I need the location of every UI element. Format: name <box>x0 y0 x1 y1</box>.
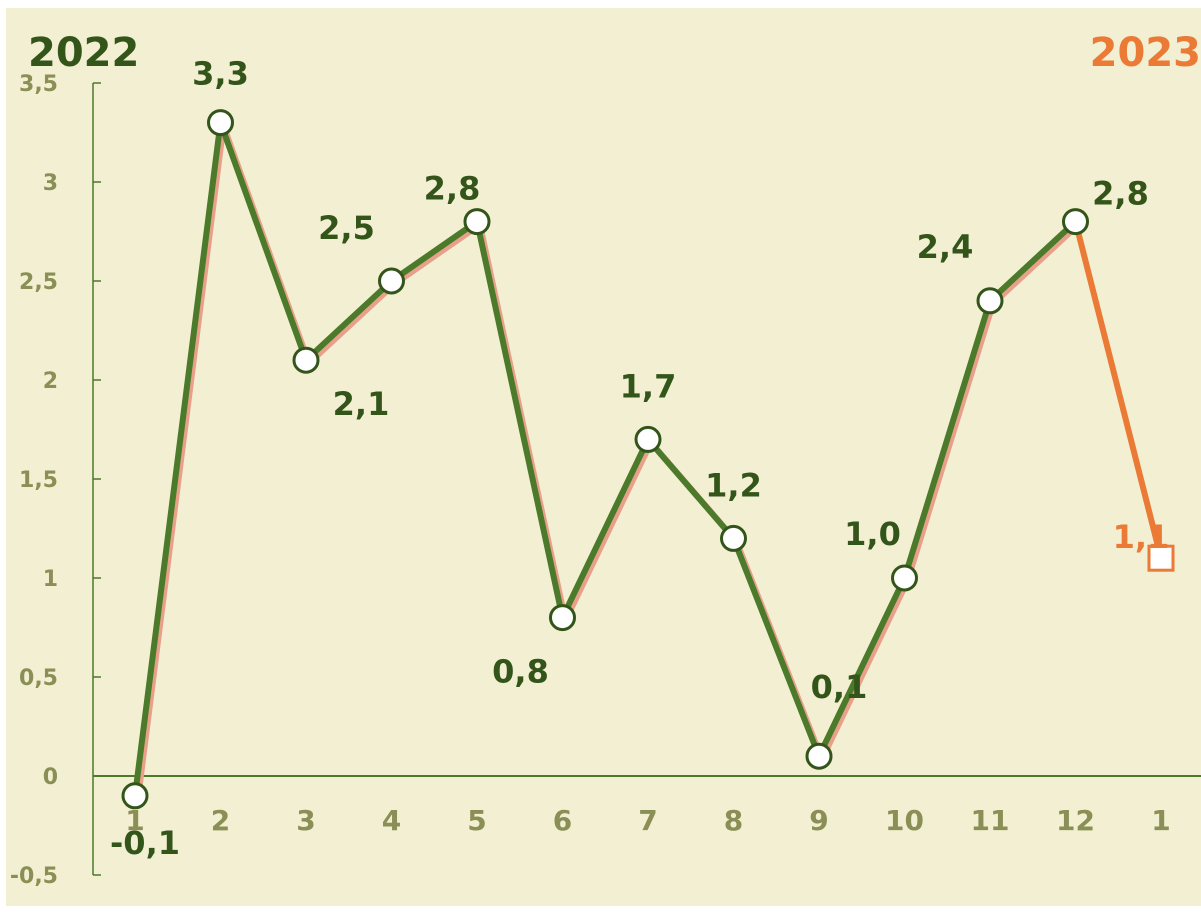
data-point-marker <box>121 782 149 810</box>
year-label-2022: 2022 <box>28 30 139 76</box>
x-tick-label: 2 <box>211 804 230 837</box>
data-point-marker <box>207 109 234 137</box>
y-tick-label: 3,5 <box>19 72 58 97</box>
data-label: 1,0 <box>844 515 901 553</box>
year-label-2023: 2023 <box>1090 30 1201 76</box>
x-tick-label: 11 <box>971 804 1010 837</box>
data-label: 3,3 <box>192 55 249 93</box>
x-tick-label: 10 <box>885 804 924 837</box>
data-point-marker <box>891 564 918 592</box>
data-label: -0,1 <box>110 824 180 862</box>
data-label: 2,4 <box>917 228 974 266</box>
data-point-marker <box>634 425 662 453</box>
data-labels: -0,1 3,3 2,1 2,5 2,8 0,8 1,7 1,2 0,1 1,0 2,4 2,8 1,1 <box>110 55 1169 862</box>
x-tick-label: 3 <box>296 804 315 837</box>
chart-area: 2022 2023 3,5 3 2,5 2 1,5 1 0,5 0 -0,5 1 2 3 4 5 6 7 8 9 1… <box>6 8 1201 906</box>
data-point-marker <box>378 267 405 295</box>
data-markers <box>121 109 1175 810</box>
y-tick-label: 2,5 <box>19 270 58 295</box>
x-tick-label: 1 <box>125 804 144 837</box>
y-tick-label: 1,5 <box>19 468 58 493</box>
y-tick-label: 3 <box>43 171 58 196</box>
data-label-2023: 1,1 <box>1113 518 1170 556</box>
x-tick-label: 9 <box>809 804 828 837</box>
data-point-marker <box>549 604 576 632</box>
series-2022-line <box>132 119 1078 797</box>
data-label: 2,8 <box>1092 175 1149 213</box>
line-chart: 2022 2023 3,532,521,510,50-0,51 2 3 4 5 6 7 8 9 1… <box>10 30 1201 889</box>
data-point-marker <box>720 524 747 552</box>
series-lines <box>132 119 1164 800</box>
x-tick-label: 7 <box>638 804 657 837</box>
data-label: 0,1 <box>811 668 868 706</box>
data-label: 2,1 <box>333 385 390 423</box>
x-tick-label: 1 <box>1151 804 1170 837</box>
data-label: 1,7 <box>620 367 677 405</box>
y-tick-label: -0,5 <box>10 864 58 889</box>
drop-lines <box>132 122 1164 796</box>
data-point-marker-2023 <box>1147 544 1175 572</box>
data-label: 2,8 <box>424 170 481 208</box>
x-tick-label: 4 <box>382 804 401 837</box>
data-point-marker <box>976 287 1004 315</box>
data-point-marker <box>463 208 491 236</box>
x-tick-label: 5 <box>467 804 486 837</box>
data-point-marker <box>1062 208 1089 236</box>
series-2023-line <box>1072 220 1164 559</box>
data-label: 0,8 <box>492 653 549 691</box>
y-tick-label: 2 <box>43 369 58 394</box>
data-point-marker <box>805 742 833 770</box>
axes: 3,532,521,510,50-0,51 2 3 4 5 6 7 8 9 10 11 12 1 <box>10 72 1201 889</box>
x-tick-label: 12 <box>1056 804 1095 837</box>
x-tick-label: 8 <box>724 804 743 837</box>
y-tick-label: 0 <box>43 765 58 790</box>
data-point-marker <box>292 346 320 374</box>
y-tick-label: 1 <box>43 567 58 592</box>
data-label: 1,2 <box>705 466 762 504</box>
y-tick-label: 0,5 <box>19 666 58 691</box>
x-tick-label: 6 <box>553 804 572 837</box>
data-label: 2,5 <box>318 209 375 247</box>
